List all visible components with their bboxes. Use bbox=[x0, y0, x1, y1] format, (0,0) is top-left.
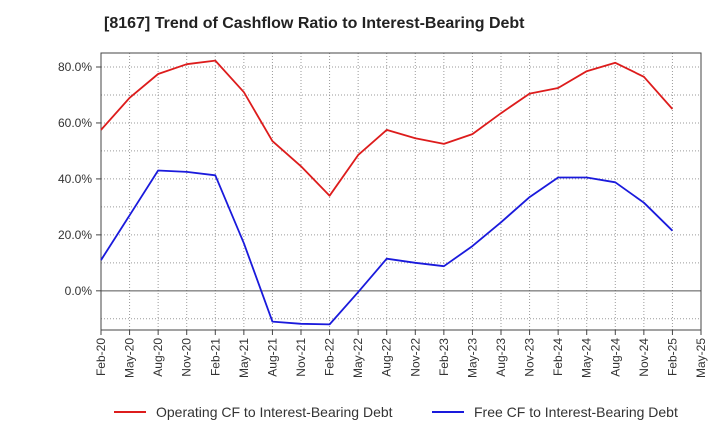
x-tick-label: Aug-23 bbox=[494, 338, 508, 377]
x-tick-label: May-23 bbox=[465, 338, 479, 378]
series-lines bbox=[100, 59, 674, 326]
x-tick-label: May-24 bbox=[580, 338, 594, 378]
legend-label-free-cf: Free CF to Interest-Bearing Debt bbox=[474, 404, 678, 420]
x-tick-label: Feb-22 bbox=[323, 338, 337, 376]
y-tick-labels: 0.0% 20.0% 40.0% 60.0% 80.0% bbox=[58, 60, 92, 298]
legend-item-free-cf: Free CF to Interest-Bearing Debt bbox=[432, 404, 678, 420]
x-tick-label: Feb-24 bbox=[551, 338, 565, 376]
y-tick-label: 20.0% bbox=[58, 228, 92, 242]
x-tick-label: Aug-24 bbox=[608, 338, 622, 377]
axes bbox=[96, 52, 702, 335]
x-tick-label: May-22 bbox=[351, 338, 365, 378]
x-tick-label: Aug-20 bbox=[151, 338, 165, 377]
x-tick-label: Nov-24 bbox=[637, 338, 651, 377]
x-tick-label: Aug-21 bbox=[265, 338, 279, 377]
legend: Operating CF to Interest-Bearing Debt Fr… bbox=[0, 404, 720, 426]
y-tick-label: 40.0% bbox=[58, 172, 92, 186]
x-tick-labels: Feb-20 May-20 Aug-20 Nov-20 Feb-21 May-21 Aug-… bbox=[94, 338, 708, 378]
y-tick-label: 0.0% bbox=[65, 284, 93, 298]
x-tick-label: Feb-20 bbox=[94, 338, 108, 376]
x-tick-label: Feb-23 bbox=[437, 338, 451, 376]
x-tick-label: Feb-25 bbox=[665, 338, 679, 376]
y-tick-label: 60.0% bbox=[58, 116, 92, 130]
chart-title: [8167] Trend of Cashflow Ratio to Intere… bbox=[104, 15, 525, 32]
legend-swatch-operating-cf bbox=[114, 411, 146, 413]
x-tick-label: Nov-23 bbox=[523, 338, 537, 377]
y-tick-label: 80.0% bbox=[58, 60, 92, 74]
gridlines bbox=[101, 53, 701, 330]
x-tick-label: May-21 bbox=[237, 338, 251, 378]
series-line-operating-cf bbox=[100, 59, 674, 197]
series-line-free-cf bbox=[100, 169, 674, 326]
x-tick-label: Aug-22 bbox=[380, 338, 394, 377]
legend-label-operating-cf: Operating CF to Interest-Bearing Debt bbox=[156, 404, 393, 420]
x-tick-label: Feb-21 bbox=[208, 338, 222, 376]
x-tick-label: May-25 bbox=[694, 338, 708, 378]
x-tick-label: May-20 bbox=[123, 338, 137, 378]
plot-frame bbox=[100, 52, 702, 331]
legend-item-operating-cf: Operating CF to Interest-Bearing Debt bbox=[114, 404, 393, 420]
x-tick-label: Nov-21 bbox=[294, 338, 308, 377]
x-tick-label: Nov-22 bbox=[408, 338, 422, 377]
x-tick-label: Nov-20 bbox=[180, 338, 194, 377]
legend-swatch-free-cf bbox=[432, 411, 464, 413]
